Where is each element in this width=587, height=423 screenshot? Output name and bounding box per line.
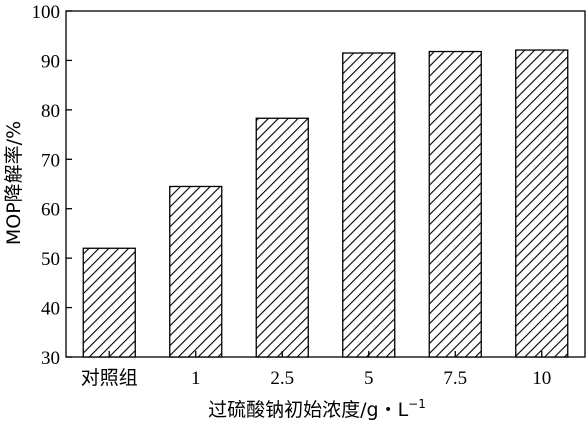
y-tick-label: 40	[41, 299, 60, 320]
y-tick-label: 30	[41, 348, 60, 369]
bar-3	[342, 52, 396, 358]
y-tick-label: 80	[41, 101, 60, 122]
x-tick-label: 10	[532, 368, 551, 389]
bar-5	[515, 49, 569, 358]
x-axis-title: 过硫酸钠初始浓度/g・L−1	[208, 397, 426, 421]
y-axis-ticks: 30 40 50 60 70 80 90 100	[32, 2, 72, 369]
x-tick-label: 对照组	[81, 367, 138, 389]
x-tick-label: 1	[191, 368, 201, 389]
y-tick-label: 60	[41, 200, 60, 221]
bar-2	[255, 117, 309, 358]
y-tick-label: 90	[41, 51, 60, 72]
x-tick-label: 7.5	[443, 368, 467, 389]
plot-frame	[65, 10, 586, 358]
bar-1	[169, 185, 223, 358]
x-tick-label: 2.5	[270, 368, 294, 389]
y-tick-label: 100	[32, 2, 61, 23]
bar-0	[82, 247, 136, 358]
y-axis-title: MOP降解率/%	[3, 121, 25, 245]
y-tick-label: 70	[41, 150, 60, 171]
bar-4	[428, 50, 482, 358]
plot-area	[65, 10, 586, 358]
bars	[82, 49, 569, 358]
y-tick-label: 50	[41, 249, 60, 270]
x-tick-label: 5	[364, 368, 374, 389]
x-axis-ticks: 对照组 1 2.5 5 7.5 10	[81, 351, 551, 389]
